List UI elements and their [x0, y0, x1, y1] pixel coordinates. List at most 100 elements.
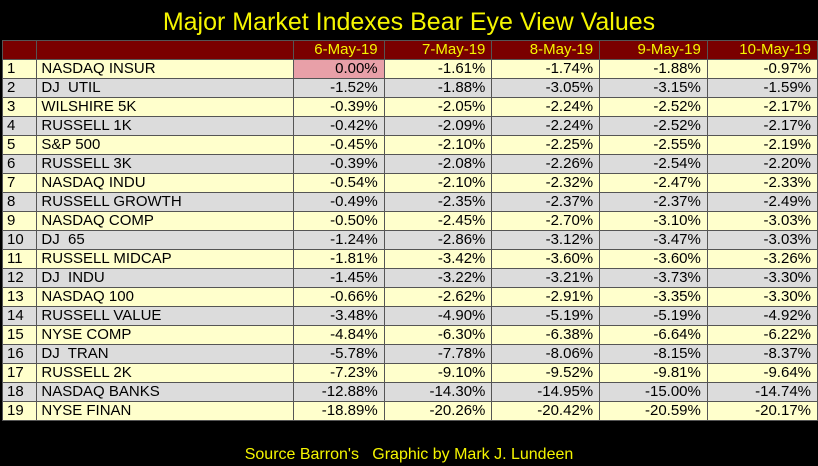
- value-cell: -4.84%: [293, 325, 385, 345]
- header-rank-cell: [1, 40, 38, 60]
- value-cell: -14.30%: [383, 382, 493, 402]
- value-cell: -2.24%: [491, 97, 601, 117]
- rank-cell: 1: [1, 59, 38, 79]
- value-cell: -2.52%: [599, 116, 708, 136]
- value-cell: -14.95%: [491, 382, 601, 402]
- rank-cell: 13: [1, 287, 38, 307]
- index-name-cell: RUSSELL MIDCAP: [36, 249, 295, 269]
- value-cell: -6.38%: [491, 325, 601, 345]
- value-cell: -3.10%: [599, 211, 708, 231]
- rank-cell: 11: [1, 249, 38, 269]
- rank-cell: 3: [1, 97, 38, 117]
- value-cell: -2.37%: [599, 192, 708, 212]
- value-cell: -12.88%: [293, 382, 385, 402]
- header-name-cell: [36, 40, 295, 60]
- value-cell: -2.10%: [383, 135, 493, 155]
- chart-title: Major Market Indexes Bear Eye View Value…: [162, 8, 656, 36]
- value-cell: -3.12%: [491, 230, 601, 250]
- value-cell: -0.39%: [293, 154, 385, 174]
- value-cell: -2.47%: [599, 173, 708, 193]
- value-cell: -0.97%: [706, 59, 818, 79]
- value-cell: -9.81%: [599, 363, 708, 383]
- rank-cell: 18: [1, 382, 38, 402]
- table-row: 15 NYSE COMP -4.84% -6.30% -6.38% -6.64% -6.22…: [1, 325, 818, 345]
- rank-cell: 9: [1, 211, 38, 231]
- value-cell: -15.00%: [599, 382, 708, 402]
- value-cell: -2.37%: [491, 192, 601, 212]
- table-row: 5 S&P 500 -0.45% -2.10% -2.25% -2.55% -2.19%: [1, 135, 818, 155]
- value-cell: -6.22%: [706, 325, 818, 345]
- rank-cell: 2: [1, 78, 38, 98]
- value-cell: 0.00%: [293, 59, 385, 79]
- rank-cell: 8: [1, 192, 38, 212]
- value-cell: -18.89%: [293, 401, 385, 421]
- table-row: 2 DJ UTIL -1.52% -1.88% -3.05% -3.15% -1.59%: [1, 78, 818, 98]
- table-row: 1 NASDAQ INSUR 0.00% -1.61% -1.74% -1.88% -0.9…: [1, 59, 818, 79]
- value-cell: -2.08%: [383, 154, 493, 174]
- rank-cell: 5: [1, 135, 38, 155]
- value-cell: -1.61%: [383, 59, 493, 79]
- value-cell: -2.32%: [491, 173, 601, 193]
- value-cell: -9.64%: [706, 363, 818, 383]
- value-cell: -3.47%: [599, 230, 708, 250]
- table-row: 19 NYSE FINAN -18.89% -20.26% -20.42% -20.59%…: [1, 401, 818, 421]
- value-cell: -1.74%: [491, 59, 601, 79]
- value-cell: -1.59%: [706, 78, 818, 98]
- value-cell: -1.24%: [293, 230, 385, 250]
- rank-cell: 7: [1, 173, 38, 193]
- index-name-cell: NYSE COMP: [36, 325, 295, 345]
- table-row: 17 RUSSELL 2K -7.23% -9.10% -9.52% -9.81% -9.6…: [1, 363, 818, 383]
- header-row: 6-May-19 7-May-19 8-May-19 9-May-19 10-M…: [1, 40, 818, 60]
- value-cell: -9.10%: [383, 363, 493, 383]
- value-cell: -2.45%: [383, 211, 493, 231]
- value-cell: -2.49%: [706, 192, 818, 212]
- rank-cell: 6: [1, 154, 38, 174]
- value-cell: -0.50%: [293, 211, 385, 231]
- rank-cell: 17: [1, 363, 38, 383]
- index-name-cell: RUSSELL 1K: [36, 116, 295, 136]
- value-cell: -6.64%: [599, 325, 708, 345]
- value-cell: -2.24%: [491, 116, 601, 136]
- value-cell: -3.73%: [599, 268, 708, 288]
- header-date-cell: 7-May-19: [383, 40, 493, 60]
- value-cell: -3.03%: [706, 211, 818, 231]
- header-date-cell: 10-May-19: [706, 40, 818, 60]
- rank-cell: 10: [1, 230, 38, 250]
- table-body: 1 NASDAQ INSUR 0.00% -1.61% -1.74% -1.88% -0.9…: [1, 59, 818, 421]
- value-cell: -0.45%: [293, 135, 385, 155]
- value-cell: -1.88%: [383, 78, 493, 98]
- value-cell: -3.60%: [491, 249, 601, 269]
- rank-cell: 14: [1, 306, 38, 326]
- value-cell: -5.19%: [491, 306, 601, 326]
- header-date-cell: 8-May-19: [491, 40, 601, 60]
- table-row: 14 RUSSELL VALUE -3.48% -4.90% -5.19% -5.19% -…: [1, 306, 818, 326]
- table-row: 4 RUSSELL 1K -0.42% -2.09% -2.24% -2.52% -2.17…: [1, 116, 818, 136]
- table-row: 18 NASDAQ BANKS -12.88% -14.30% -14.95% -15.0…: [1, 382, 818, 402]
- index-name-cell: DJ 65: [36, 230, 295, 250]
- rank-cell: 4: [1, 116, 38, 136]
- table-row: 6 RUSSELL 3K -0.39% -2.08% -2.26% -2.54% -2.20…: [1, 154, 818, 174]
- value-cell: -1.81%: [293, 249, 385, 269]
- table-row: 13 NASDAQ 100 -0.66% -2.62% -2.91% -3.35% -3.3…: [1, 287, 818, 307]
- index-name-cell: RUSSELL GROWTH: [36, 192, 295, 212]
- index-name-cell: NASDAQ INDU: [36, 173, 295, 193]
- index-name-cell: DJ INDU: [36, 268, 295, 288]
- value-cell: -2.17%: [706, 97, 818, 117]
- source-credit: Source Barron's Graphic by Mark J. Lunde…: [244, 446, 574, 463]
- value-cell: -20.26%: [383, 401, 493, 421]
- index-name-cell: RUSSELL VALUE: [36, 306, 295, 326]
- value-cell: -2.52%: [599, 97, 708, 117]
- table-row: 3 WILSHIRE 5K -0.39% -2.05% -2.24% -2.52% -2.1…: [1, 97, 818, 117]
- value-cell: -20.17%: [706, 401, 818, 421]
- value-cell: -3.05%: [491, 78, 601, 98]
- value-cell: -2.20%: [706, 154, 818, 174]
- value-cell: -4.90%: [383, 306, 493, 326]
- value-cell: -5.19%: [599, 306, 708, 326]
- index-name-cell: WILSHIRE 5K: [36, 97, 295, 117]
- value-cell: -2.09%: [383, 116, 493, 136]
- value-cell: -2.62%: [383, 287, 493, 307]
- index-name-cell: RUSSELL 2K: [36, 363, 295, 383]
- value-cell: -8.06%: [491, 344, 601, 364]
- value-cell: -20.42%: [491, 401, 601, 421]
